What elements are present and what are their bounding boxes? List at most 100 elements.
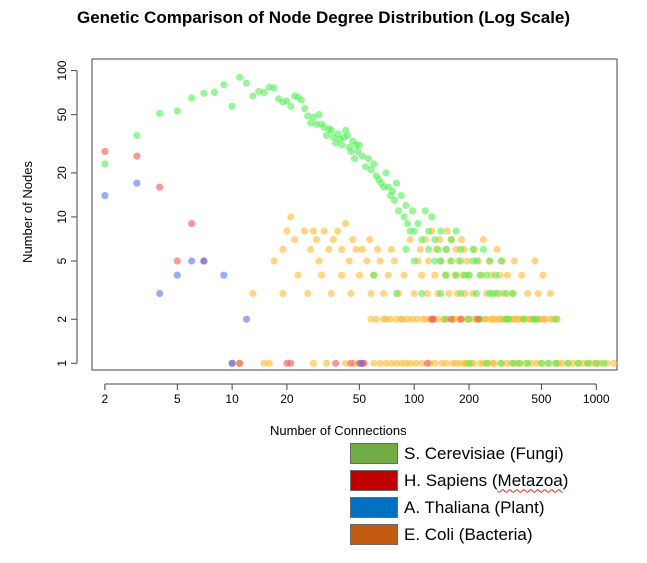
data-point-coli xyxy=(558,359,566,367)
data-point-cerevisiae xyxy=(367,166,375,174)
data-point-cerevisiae xyxy=(584,359,592,367)
data-point-coli xyxy=(327,289,335,298)
data-point-sapiens xyxy=(423,359,431,367)
data-point-cerevisiae xyxy=(370,160,378,168)
data-point-cerevisiae xyxy=(370,271,378,279)
data-point-coli xyxy=(534,289,542,298)
data-point-cerevisiae xyxy=(516,359,524,367)
data-point-cerevisiae xyxy=(402,245,410,253)
x-tick-label: 2 xyxy=(102,392,109,406)
data-point-cerevisiae xyxy=(425,227,433,235)
data-point-coli xyxy=(374,245,382,253)
data-point-cerevisiae xyxy=(283,97,291,105)
data-point-cerevisiae xyxy=(552,315,560,323)
data-point-cerevisiae xyxy=(301,105,309,113)
data-point-coli xyxy=(418,359,426,367)
data-point-cerevisiae xyxy=(350,155,359,163)
data-point-cerevisiae xyxy=(479,245,487,253)
data-point-coli xyxy=(318,271,326,279)
data-point-coli xyxy=(307,245,315,253)
data-point-coli xyxy=(425,257,433,265)
data-point-coli xyxy=(342,220,350,228)
data-point-coli xyxy=(312,236,320,244)
data-point-cerevisiae xyxy=(397,192,405,200)
x-tick-label: 20 xyxy=(280,392,294,406)
data-point-sapiens xyxy=(474,315,482,323)
data-point-thaliana xyxy=(156,289,164,298)
axes-layer: 1 2 5 10 20 50 100 2 5 10 20 50 100 200 500 1000 xyxy=(55,60,610,406)
data-point-coli xyxy=(463,257,471,265)
legend-swatch-fungi xyxy=(350,443,398,464)
data-point-coli xyxy=(338,245,346,253)
legend-label-plant: A. Thaliana (Plant) xyxy=(404,497,545,517)
data-point-coli xyxy=(423,289,431,298)
data-point-cerevisiae xyxy=(600,359,608,367)
data-point-coli xyxy=(493,245,501,253)
data-point-cerevisiae xyxy=(452,271,460,279)
x-tick-label: 100 xyxy=(404,392,424,406)
data-point-cerevisiae xyxy=(457,289,465,298)
data-point-coli xyxy=(315,257,323,265)
data-point-coli xyxy=(279,245,287,253)
x-tick-label: 200 xyxy=(459,392,479,406)
data-point-coli xyxy=(410,289,418,298)
data-point-cerevisiae xyxy=(361,163,370,171)
data-point-cerevisiae xyxy=(388,187,397,195)
y-tick-label: 10 xyxy=(55,210,69,224)
data-point-coli xyxy=(510,257,518,265)
data-point-coli xyxy=(355,271,363,279)
legend-swatch-plant xyxy=(350,497,398,518)
data-point-cerevisiae xyxy=(200,89,208,97)
data-point-cerevisiae xyxy=(327,126,335,134)
data-point-cerevisiae xyxy=(524,359,532,367)
data-point-sapiens xyxy=(429,315,437,323)
data-point-coli xyxy=(406,359,414,367)
legend-swatch-metazoa xyxy=(350,470,398,491)
points-layer xyxy=(101,73,618,367)
x-tick-label: 10 xyxy=(225,392,239,406)
data-point-thaliana xyxy=(200,257,208,265)
data-point-coli xyxy=(338,271,346,279)
data-point-coli xyxy=(491,315,499,323)
data-point-cerevisiae xyxy=(437,289,445,298)
legend-label-metazoa-prefix: H. Sapiens ( xyxy=(404,470,498,490)
data-point-coli xyxy=(265,359,273,367)
data-point-cerevisiae xyxy=(505,315,513,323)
legend-label-bacteria: E. Coli (Bacteria) xyxy=(404,524,533,544)
data-point-coli xyxy=(270,257,278,265)
data-point-sapiens xyxy=(101,147,109,156)
data-point-coli xyxy=(325,245,333,253)
data-point-cerevisiae xyxy=(354,147,362,156)
data-point-coli xyxy=(376,257,384,265)
legend-label-metazoa-word: Metazoa xyxy=(497,470,563,490)
data-point-sapiens xyxy=(156,183,164,191)
data-point-coli xyxy=(404,315,412,323)
plot-frame xyxy=(91,58,618,371)
data-point-sapiens xyxy=(332,359,340,367)
legend-label-metazoa-suffix: ) xyxy=(562,470,569,490)
data-point-coli xyxy=(342,359,350,367)
legend-label-fungi: S. Cerevisiae (Fungi) xyxy=(404,443,564,463)
data-point-coli xyxy=(397,359,405,367)
data-point-cerevisiae xyxy=(575,359,583,367)
data-point-cerevisiae xyxy=(312,120,320,128)
data-point-coli xyxy=(366,236,374,244)
data-point-cerevisiae xyxy=(425,245,433,253)
data-point-coli xyxy=(367,315,375,323)
data-point-coli xyxy=(345,257,353,265)
data-point-cerevisiae xyxy=(552,359,560,367)
data-point-cerevisiae xyxy=(355,141,363,149)
data-point-cerevisiae xyxy=(469,245,477,253)
data-point-cerevisiae xyxy=(545,359,553,367)
x-axis-title: Number of Connections xyxy=(270,423,407,438)
data-point-cerevisiae xyxy=(465,271,473,279)
data-point-coli xyxy=(249,289,257,298)
data-point-coli xyxy=(347,289,355,298)
data-point-cerevisiae xyxy=(520,315,528,323)
data-point-coli xyxy=(387,245,395,253)
data-point-cerevisiae xyxy=(404,220,412,228)
data-point-cerevisiae xyxy=(486,289,494,298)
data-point-cerevisiae xyxy=(347,147,355,156)
data-point-coli xyxy=(503,271,511,279)
data-point-coli xyxy=(260,359,268,367)
